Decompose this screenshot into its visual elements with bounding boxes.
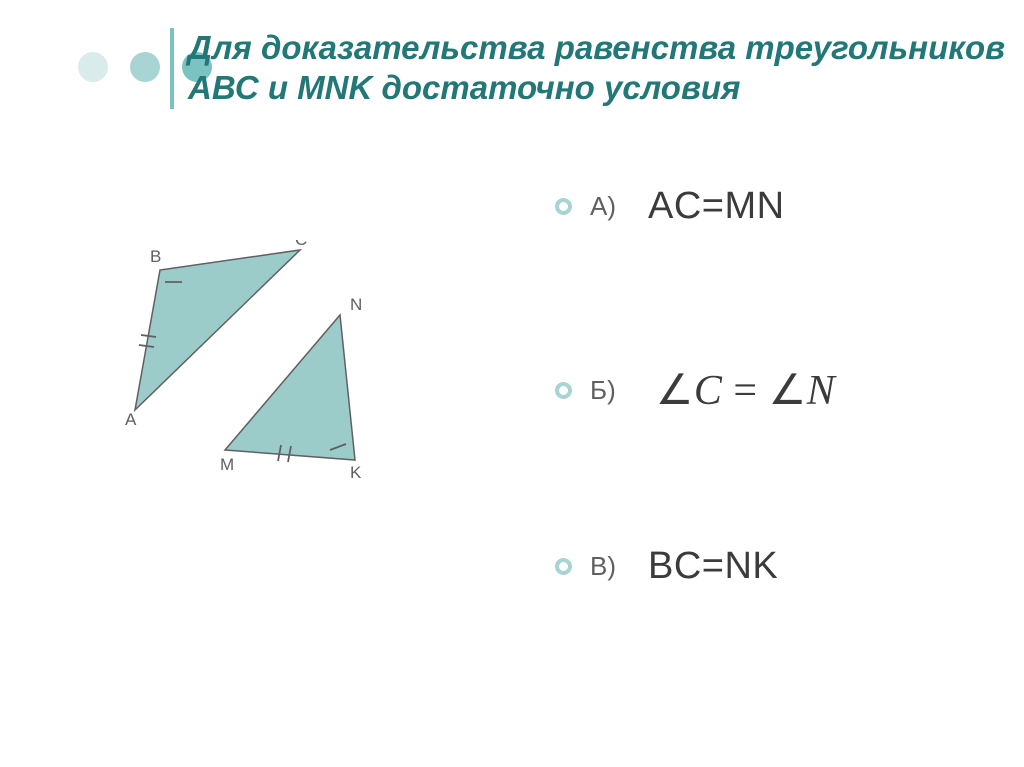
option-value: AC=MN	[648, 185, 785, 228]
svg-text:A: A	[125, 410, 137, 429]
bullet-ring-icon	[555, 198, 572, 215]
option-value: BC=NK	[648, 545, 778, 588]
triangle-mnk	[225, 315, 355, 460]
option-value: ∠C = ∠N	[656, 365, 836, 415]
dot-1	[78, 52, 108, 82]
option-1: А) AC=MN	[555, 185, 785, 228]
svg-text:C: C	[295, 240, 307, 249]
option-label: В)	[590, 551, 616, 582]
bullet-ring-icon	[555, 382, 572, 399]
bullet-ring-icon	[555, 558, 572, 575]
option-label: А)	[590, 191, 616, 222]
option-2: Б) ∠C = ∠N	[555, 365, 835, 415]
svg-text:N: N	[350, 295, 362, 314]
triangle-abc	[135, 250, 300, 410]
triangles-diagram: A B C M K N	[70, 240, 410, 520]
option-3: В) BC=NK	[555, 545, 778, 588]
page-title: Для доказательства равенства треугольник…	[188, 28, 1024, 109]
diagram-svg: A B C M K N	[70, 240, 410, 520]
svg-text:M: M	[220, 455, 234, 474]
svg-text:B: B	[150, 247, 161, 266]
title-block: Для доказательства равенства треугольник…	[170, 28, 1024, 109]
dot-2	[130, 52, 160, 82]
option-label: Б)	[590, 375, 616, 406]
svg-text:K: K	[350, 463, 362, 482]
